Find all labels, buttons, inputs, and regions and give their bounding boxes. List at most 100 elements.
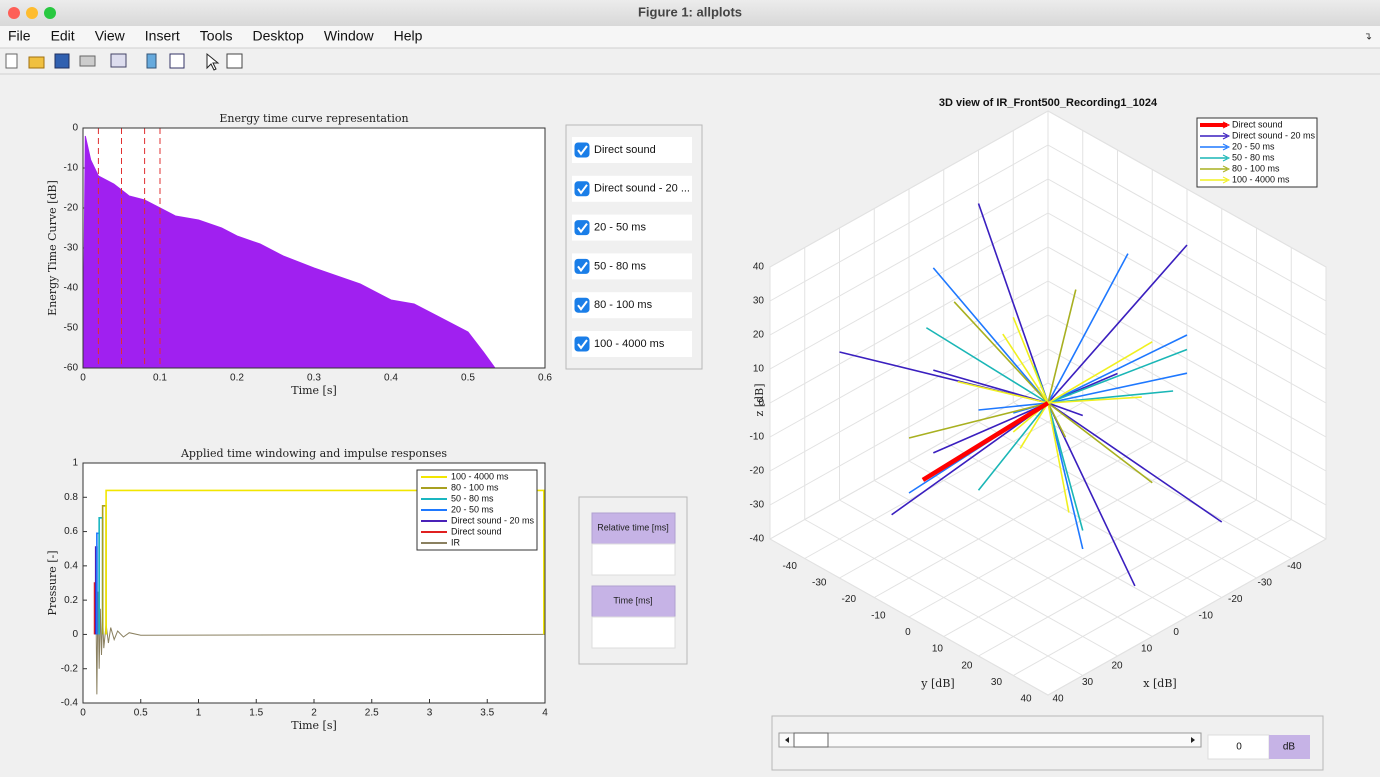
checkbox-label[interactable]: 80 - 100 ms: [594, 299, 653, 311]
z-tick-label: -30: [750, 500, 765, 511]
x-tick-label: 0.3: [307, 373, 321, 384]
grid-line: [1047, 314, 1327, 472]
y-tick-label: 0.6: [64, 526, 78, 537]
table-cell[interactable]: [591, 543, 676, 576]
legend-label: 50 - 80 ms: [451, 493, 494, 503]
close-button[interactable]: [8, 7, 20, 19]
y-tick-label: 40: [1020, 693, 1032, 704]
zoom-button[interactable]: [44, 7, 56, 19]
grid-line: [978, 499, 1257, 657]
z-tick-label: -10: [750, 432, 765, 443]
legend-icon[interactable]: [169, 53, 185, 69]
new-icon[interactable]: [5, 53, 18, 69]
grid-line: [1047, 382, 1327, 540]
arrow: [1047, 402, 1084, 417]
checkmark: [577, 223, 588, 234]
open-icon[interactable]: [28, 56, 45, 69]
menu-item[interactable]: File: [8, 28, 31, 44]
grid-line: [769, 144, 1049, 302]
unit-box: [1269, 735, 1310, 759]
x-tick-label: 2: [311, 708, 317, 719]
x-tick-label: 1: [196, 708, 202, 719]
checkbox[interactable]: [574, 142, 590, 158]
colorbar-icon[interactable]: [146, 53, 157, 69]
y-tick-label: -0.4: [61, 698, 79, 709]
arrow: [1047, 402, 1223, 523]
legend-arrowhead: [1222, 143, 1231, 151]
arrow: [1002, 333, 1049, 404]
checkbox-row: [572, 292, 692, 319]
legend-label: 100 - 4000 ms: [451, 471, 509, 481]
y-tick-label: -40: [782, 561, 797, 572]
slider-right-arrow[interactable]: [1191, 737, 1195, 743]
menu-bar: [0, 26, 1380, 48]
checkbox[interactable]: [574, 220, 590, 236]
checkbox[interactable]: [574, 336, 590, 352]
checkbox-label[interactable]: 50 - 80 ms: [594, 260, 646, 272]
x-tick-label: 0.6: [538, 373, 552, 384]
checkbox-label[interactable]: Direct sound - 20 ...: [594, 183, 690, 195]
y-axis-label: Pressure [-]: [46, 550, 59, 615]
checkbox-panel: [565, 124, 703, 370]
checkmark: [577, 184, 588, 195]
table-header: [591, 512, 676, 545]
y-tick-label: -30: [64, 243, 79, 254]
checkbox-label[interactable]: 20 - 50 ms: [594, 222, 646, 234]
y-tick-label: 0: [905, 627, 911, 638]
legend-label: 50 - 80 ms: [1232, 152, 1275, 162]
grid-line: [769, 280, 1049, 438]
grid-line: [769, 212, 1049, 370]
link-icon[interactable]: [110, 53, 127, 68]
legend-label: Direct sound - 20 ms: [451, 515, 535, 525]
checkmark: [577, 339, 588, 350]
slider-value-box[interactable]: [1207, 734, 1270, 760]
checkbox[interactable]: [574, 181, 590, 197]
x-axis-label: Time [s]: [291, 719, 337, 732]
minimize-button[interactable]: [26, 7, 38, 19]
slider-left-arrow[interactable]: [785, 737, 789, 743]
table-header-label: Time [ms]: [613, 595, 652, 605]
x-tick-label: 0: [80, 708, 86, 719]
menu-item[interactable]: Help: [394, 28, 423, 44]
x-tick-label: 40: [1052, 693, 1064, 704]
menu-item[interactable]: Insert: [145, 28, 180, 44]
legend-arrowhead: [1222, 154, 1231, 162]
checkbox[interactable]: [574, 297, 590, 313]
y-tick-label: 1: [72, 458, 78, 469]
checkbox-label[interactable]: Direct sound: [594, 144, 656, 156]
property-icon[interactable]: [226, 53, 243, 69]
series-line: [105, 489, 545, 635]
menu-item[interactable]: View: [95, 28, 126, 44]
menu-item[interactable]: Window: [324, 28, 375, 44]
z-tick-label: 20: [753, 330, 765, 341]
pointer-icon[interactable]: [206, 52, 220, 71]
z-tick-label: -40: [750, 534, 765, 545]
checkbox-label[interactable]: 100 - 4000 ms: [594, 338, 665, 350]
arrow: [1047, 289, 1077, 404]
y-tick-label: -10: [871, 611, 886, 622]
save-icon[interactable]: [54, 53, 70, 69]
x-tick-label: 10: [1141, 644, 1153, 655]
arrow: [1047, 244, 1188, 404]
legend-label: 20 - 50 ms: [1232, 141, 1275, 151]
grid-line: [769, 314, 1049, 472]
print-icon[interactable]: [79, 55, 96, 67]
x-axis-label: Time [s]: [291, 384, 337, 397]
y-tick-label: -40: [64, 283, 79, 294]
table-cell[interactable]: [591, 616, 676, 649]
checkbox[interactable]: [574, 258, 590, 274]
slider-thumb[interactable]: [793, 732, 829, 748]
plot-title: 3D view of IR_Front500_Recording1_1024: [939, 97, 1158, 109]
legend-label: IR: [451, 537, 461, 547]
arrow: [1047, 402, 1153, 484]
x-tick-label: -30: [1258, 577, 1273, 588]
arrow: [908, 402, 1049, 439]
menu-item[interactable]: Edit: [51, 28, 75, 44]
table-header: [591, 585, 676, 618]
arrow: [1047, 341, 1153, 404]
slider-track[interactable]: [778, 732, 1202, 748]
menu-item[interactable]: Tools: [200, 28, 233, 44]
x-tick-label: 4: [542, 708, 548, 719]
grid-line: [769, 178, 1049, 336]
menu-item[interactable]: Desktop: [252, 28, 304, 44]
